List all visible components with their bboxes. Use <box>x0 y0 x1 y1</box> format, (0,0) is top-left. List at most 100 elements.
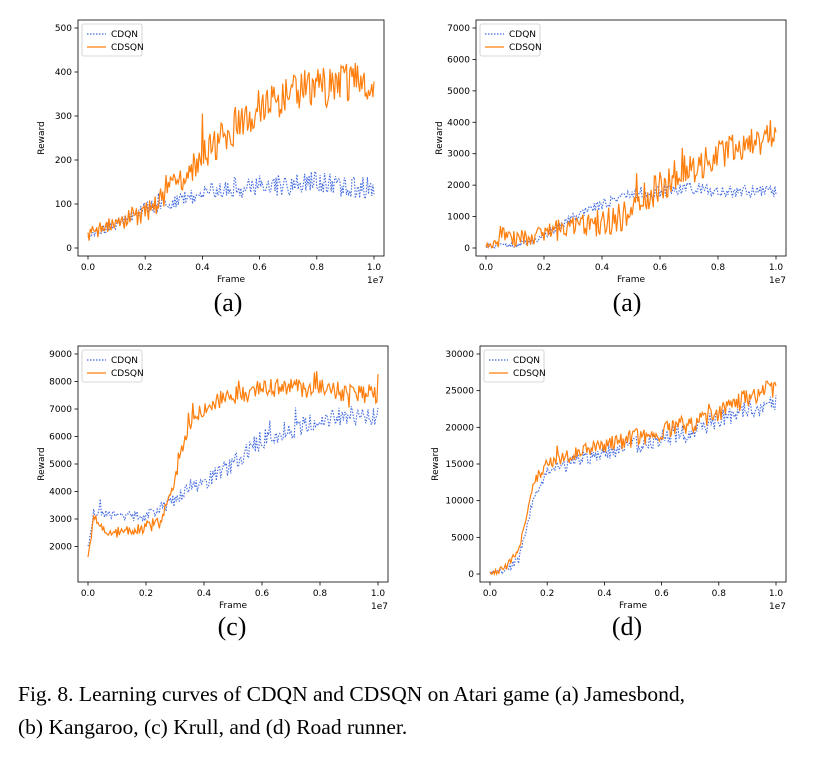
y-tick-label: 30000 <box>445 350 474 360</box>
legend-label-cdqn: CDQN <box>111 30 138 40</box>
y-tick-label: 100 <box>55 200 72 210</box>
x-tick-label: 0.8 <box>313 589 328 599</box>
y-tick-label: 3000 <box>447 150 470 160</box>
x-tick-label: 1.0 <box>769 263 784 273</box>
series-line-cdsqn <box>485 120 777 250</box>
y-tick-label: 1000 <box>447 213 470 223</box>
x-multiplier-label: 1e7 <box>769 602 786 612</box>
y-tick-label: 4000 <box>447 118 470 128</box>
legend-label-cdsqn: CDSQN <box>111 43 144 53</box>
y-tick-label: 20000 <box>445 423 474 433</box>
legend-box <box>81 23 143 57</box>
y-tick-label: 4000 <box>49 488 72 498</box>
legend-box <box>483 349 545 383</box>
legend-box <box>479 23 541 57</box>
x-tick-label: 0.6 <box>653 263 668 273</box>
x-tick-label: 0.6 <box>654 589 669 599</box>
series-line-cdqn <box>87 406 379 547</box>
y-axis-label: Reward <box>431 447 441 481</box>
y-tick-label: 0 <box>468 570 474 580</box>
plot-frame <box>475 19 787 257</box>
x-multiplier-label: 1e7 <box>769 276 786 286</box>
caption-line-2: (b) Kangaroo, (c) Krull, and (d) Road ru… <box>18 715 408 739</box>
y-tick-label: 6000 <box>447 55 470 65</box>
y-tick-label: 5000 <box>447 87 470 97</box>
y-tick-label: 0 <box>464 244 470 254</box>
x-axis-label: Frame <box>617 275 646 285</box>
x-tick-label: 0.2 <box>540 589 554 599</box>
x-tick-label: 0.6 <box>252 263 267 273</box>
series-line-cdsqn <box>489 380 777 576</box>
x-tick-label: 0.4 <box>597 589 612 599</box>
series-line-cdsqn <box>87 371 379 558</box>
legend-box <box>81 349 143 383</box>
chart-svg: 0.0 0.2 0.4 0.6 0.8 1.0 0 5000 10000 15000 20000 25… <box>431 345 787 612</box>
y-tick-label: 8000 <box>49 378 72 388</box>
x-tick-label: 0.4 <box>197 589 212 599</box>
legend-label-cdqn: CDQN <box>111 356 138 366</box>
x-tick-label: 0.2 <box>139 589 153 599</box>
x-tick-label: 1.0 <box>371 589 386 599</box>
x-tick-label: 0.4 <box>595 263 610 273</box>
legend: CDQN CDSQN <box>81 23 144 57</box>
x-tick-label: 0.2 <box>537 263 551 273</box>
y-tick-label: 400 <box>55 68 72 78</box>
chart-kangaroo: 0.0 0.2 0.4 0.6 0.8 1.0 0 1000 2000 3000 4000 5000 6… <box>428 14 798 286</box>
x-tick-label: 0.0 <box>483 589 498 599</box>
chart-jamesbond: 0.0 0.2 0.4 0.6 0.8 1.0 0 100 200 300 400 500 Frame R… <box>30 14 390 286</box>
series-line-cdqn <box>489 395 777 576</box>
x-axis-label: Frame <box>217 275 246 285</box>
y-tick-label: 15000 <box>445 460 474 470</box>
chart-svg: 0.0 0.2 0.4 0.6 0.8 1.0 0 100 200 300 400 500 Frame R… <box>37 19 385 286</box>
y-tick-label: 5000 <box>451 533 474 543</box>
legend-label-cdsqn: CDSQN <box>509 43 542 53</box>
legend-label-cdqn: CDQN <box>513 356 540 366</box>
x-tick-label: 1.0 <box>367 263 382 273</box>
x-tick-label: 0.8 <box>712 589 727 599</box>
y-tick-label: 200 <box>55 156 72 166</box>
y-tick-label: 7000 <box>49 405 72 415</box>
y-tick-label: 9000 <box>49 350 72 360</box>
sublabel-d: (d) <box>611 612 643 641</box>
x-tick-label: 0.2 <box>138 263 152 273</box>
x-tick-label: 0.6 <box>255 589 270 599</box>
y-tick-label: 300 <box>55 112 72 122</box>
legend: CDQN CDSQN <box>479 23 542 57</box>
x-tick-label: 1.0 <box>769 589 784 599</box>
plot-frame <box>77 19 385 257</box>
sublabel-a: (a) <box>213 288 243 317</box>
chart-svg: 0.0 0.2 0.4 0.6 0.8 1.0 0 1000 2000 3000 4000 5000 6… <box>435 19 787 286</box>
legend: CDQN CDSQN <box>483 349 546 383</box>
legend: CDQN CDSQN <box>81 349 144 383</box>
sublabel-b: (a) <box>612 288 642 317</box>
y-tick-label: 25000 <box>445 387 474 397</box>
y-tick-label: 7000 <box>447 24 470 34</box>
x-multiplier-label: 1e7 <box>371 602 388 612</box>
x-tick-label: 0.0 <box>81 263 96 273</box>
legend-label-cdqn: CDQN <box>509 30 536 40</box>
x-tick-label: 0.8 <box>310 263 325 273</box>
y-tick-label: 10000 <box>445 497 474 507</box>
legend-label-cdsqn: CDSQN <box>111 369 144 379</box>
chart-svg: 0.0 0.2 0.4 0.6 0.8 1.0 2000 3000 4000 5000 6000 70… <box>37 345 389 612</box>
x-axis-label: Frame <box>619 601 648 611</box>
y-axis-label: Reward <box>435 121 445 155</box>
series-line-cdsqn <box>87 62 375 241</box>
x-tick-label: 0.0 <box>81 589 96 599</box>
y-tick-label: 0 <box>66 244 72 254</box>
x-tick-label: 0.8 <box>711 263 726 273</box>
y-tick-label: 2000 <box>49 543 72 553</box>
x-axis-label: Frame <box>219 601 248 611</box>
y-tick-label: 6000 <box>49 433 72 443</box>
x-multiplier-label: 1e7 <box>367 276 384 286</box>
y-tick-label: 2000 <box>447 181 470 191</box>
chart-krull: 0.0 0.2 0.4 0.6 0.8 1.0 2000 3000 4000 5000 6000 70… <box>30 340 400 612</box>
sublabel-c: (c) <box>217 612 247 641</box>
caption-line-1: Fig. 8. Learning curves of CDQN and CDSQ… <box>18 682 685 706</box>
y-tick-label: 3000 <box>49 515 72 525</box>
y-tick-label: 500 <box>55 24 72 34</box>
figure-caption: Fig. 8. Learning curves of CDQN and CDSQ… <box>18 678 818 744</box>
y-axis-label: Reward <box>37 447 47 481</box>
y-tick-label: 5000 <box>49 460 72 470</box>
series-line-cdqn <box>87 170 375 240</box>
